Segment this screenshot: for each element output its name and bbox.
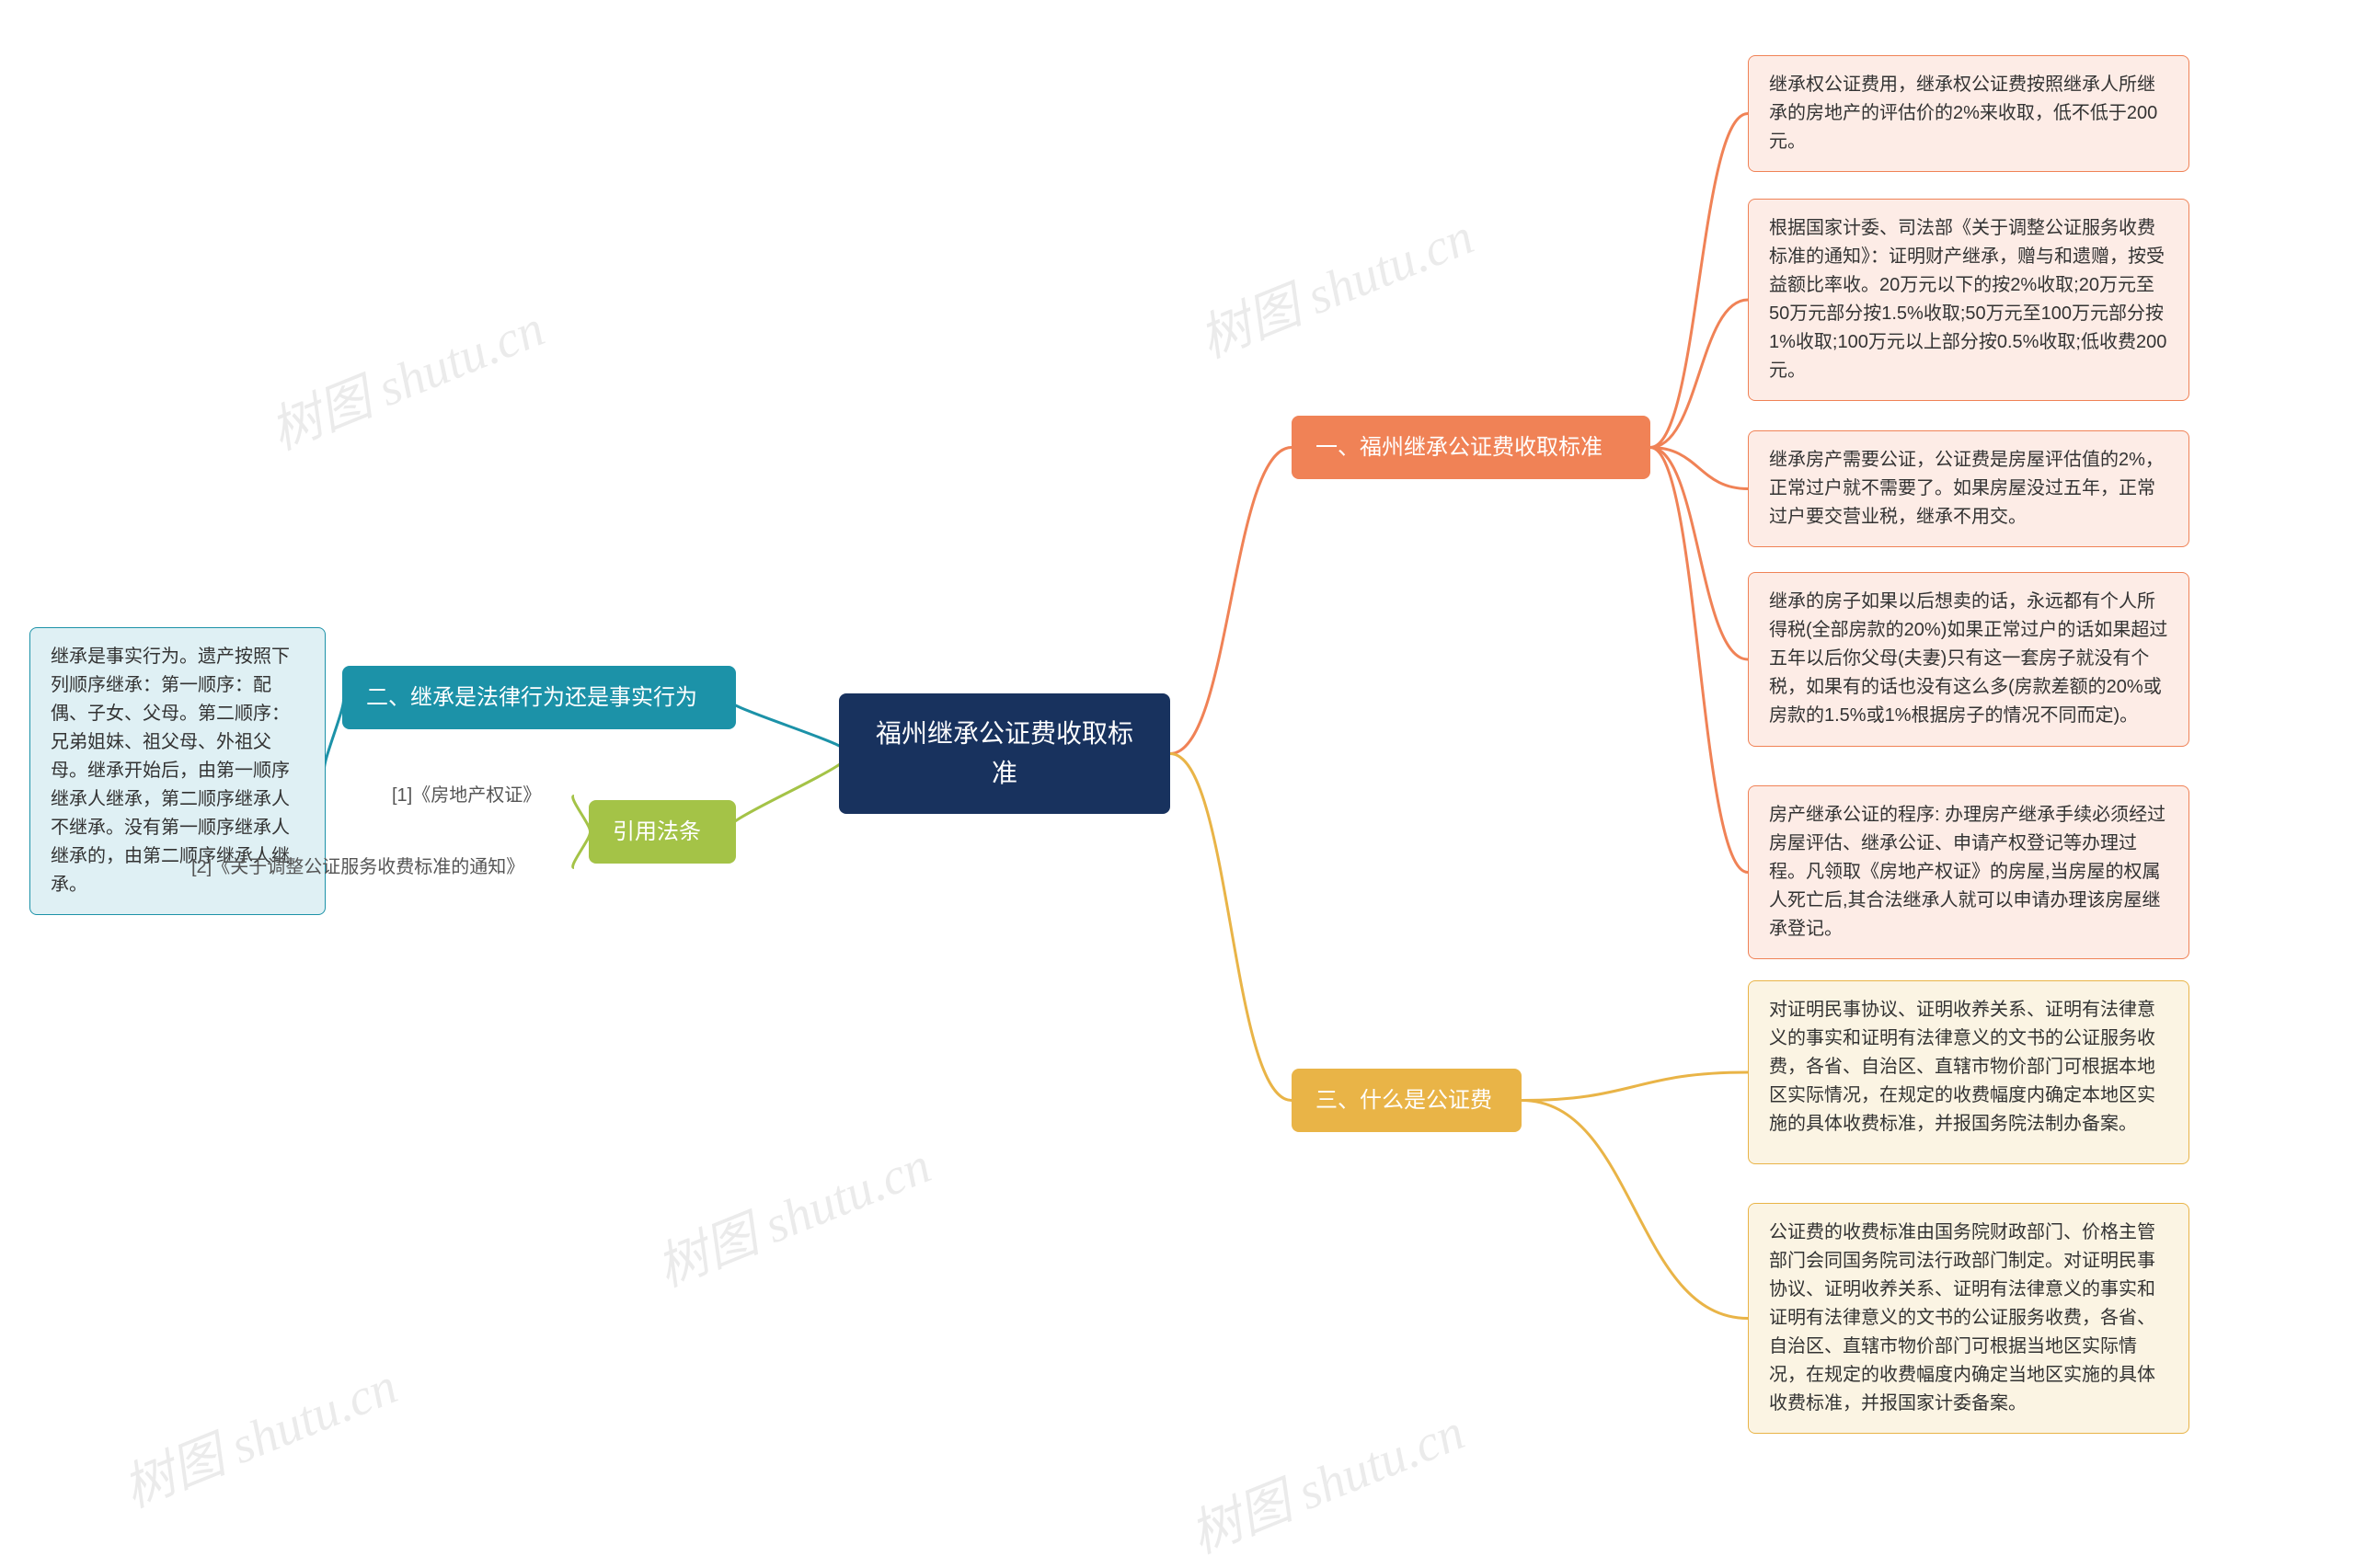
leaf-notary-fee-def-2: 公证费的收费标准由国务院财政部门、价格主管部门会同国务院司法行政部门制定。对证明… bbox=[1748, 1203, 2189, 1434]
leaf-fee-standard-5: 房产继承公证的程序: 办理房产继承手续必须经过房屋评估、继承公证、申请产权登记等… bbox=[1748, 785, 2189, 959]
branch-section-2: 二、继承是法律行为还是事实行为 bbox=[342, 666, 736, 729]
watermark: 树图 shutu.cn bbox=[1187, 195, 1483, 372]
branch-section-3: 三、什么是公证费 bbox=[1292, 1069, 1522, 1132]
leaf-notary-fee-def-1: 对证明民事协议、证明收养关系、证明有法律意义的事实和证明有法律意义的文书的公证服… bbox=[1748, 980, 2189, 1164]
root-node: 福州继承公证费收取标准 bbox=[839, 693, 1170, 814]
mindmap-canvas: 树图 shutu.cn 树图 shutu.cn 树图 shutu.cn 树图 s… bbox=[0, 0, 2355, 1502]
leaf-reference-1: [1]《房地产权证》 bbox=[372, 767, 574, 825]
branch-section-1: 一、福州继承公证费收取标准 bbox=[1292, 416, 1650, 479]
watermark: 树图 shutu.cn bbox=[644, 1124, 940, 1301]
leaf-fee-standard-4: 继承的房子如果以后想卖的话，永远都有个人所得税(全部房款的20%)如果正常过户的… bbox=[1748, 572, 2189, 747]
watermark: 树图 shutu.cn bbox=[258, 287, 554, 464]
watermark: 树图 shutu.cn bbox=[1178, 1391, 1474, 1568]
leaf-reference-2: [2]《关于调整公证服务收费标准的通知》 bbox=[171, 839, 574, 897]
leaf-fee-standard-2: 根据国家计委、司法部《关于调整公证服务收费标准的通知》：证明财产继承，赠与和遗赠… bbox=[1748, 199, 2189, 401]
leaf-fee-standard-3: 继承房产需要公证，公证费是房屋评估值的2%，正常过户就不需要了。如果房屋没过五年… bbox=[1748, 430, 2189, 547]
branch-references: 引用法条 bbox=[589, 800, 736, 864]
leaf-fee-standard-1: 继承权公证费用，继承权公证费按照继承人所继承的房地产的评估价的2%来收取，低不低… bbox=[1748, 55, 2189, 172]
watermark: 树图 shutu.cn bbox=[110, 1345, 407, 1522]
